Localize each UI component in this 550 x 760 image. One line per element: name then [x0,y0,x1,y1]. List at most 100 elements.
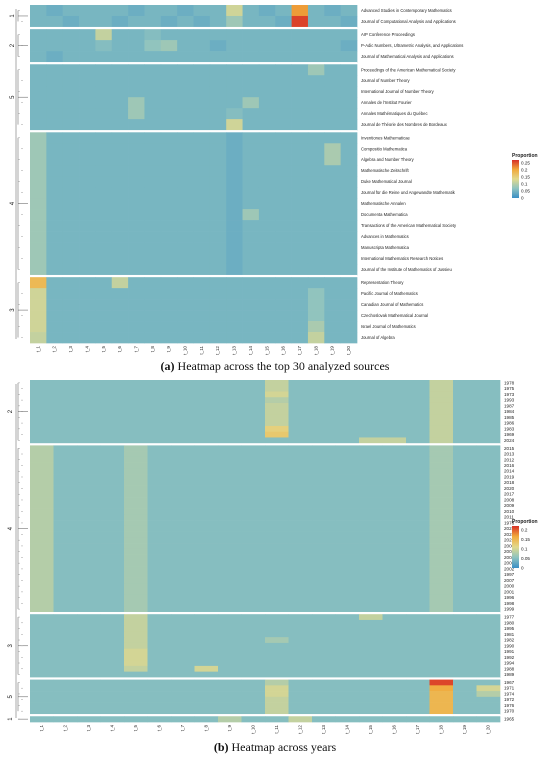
a-cell [209,310,227,322]
b-cell [194,589,219,596]
b-cell [218,525,242,532]
b-cell [147,679,172,686]
b-cell [30,571,54,578]
b-cell [171,508,195,515]
b-cell [171,514,195,521]
b-cell [53,525,78,532]
a-cell [209,198,227,210]
b-cell [288,408,313,415]
a-cell [128,108,145,120]
b-cell [476,619,501,627]
b-cell [218,679,242,686]
b-cell [265,548,289,555]
b-cell [100,402,125,410]
a-cell [307,5,325,17]
b-cell [100,708,125,715]
a-cell [144,231,162,243]
b-cell [382,397,407,404]
a-cell [226,15,243,28]
b-cell [476,679,501,686]
b-cell [100,606,125,613]
b-cell [265,437,289,444]
b-cell [382,408,407,415]
b-cell [265,408,289,415]
a-cell [324,277,341,289]
b-cell [241,625,266,632]
a-cell [177,263,194,276]
b-cell [288,685,313,692]
b-cell [406,571,430,578]
b-cell [453,479,477,486]
b-cell [147,589,172,596]
b-cell [124,702,148,709]
b-cell [265,474,289,481]
a-cell [95,165,113,177]
a-cell [242,40,260,52]
a-cell [144,29,162,41]
b-cell [429,468,454,475]
b-cell [124,456,148,463]
b-cell [288,631,313,638]
b-cell [382,708,407,715]
b-cell [77,397,101,404]
a-cell [258,253,276,265]
a-cell [209,288,227,300]
b-cell [171,600,195,607]
b-cell [453,425,477,433]
a-cell [242,51,260,63]
b-cell [312,685,336,692]
a-cell [30,5,47,17]
b-cell [218,614,242,621]
b-cell [171,543,195,550]
a-cell [46,277,64,289]
b-cell [194,685,219,692]
b-cell [124,708,148,715]
b-cell [241,451,266,458]
a-column-label: t_3 [68,346,73,353]
b-cell [335,665,360,672]
b-column-label: t_16 [391,725,396,734]
a-row-label: International Mathematics Research Notic… [361,256,443,261]
a-cell [307,310,325,322]
b-cell [359,391,383,398]
b-cell [77,594,101,601]
a-cell [128,321,145,333]
b-cell [335,583,360,590]
b-cell [30,716,54,723]
a-cell [46,187,64,199]
a-legend-tick: 0.1 [521,182,528,187]
heatmap-sources: Advanced Studies in Contemporary Mathema… [10,5,538,355]
b-cell [100,560,125,567]
b-cell [359,543,383,550]
b-cell [476,485,501,492]
b-cell [359,619,383,627]
b-cell [359,685,383,692]
b-cell [194,468,219,475]
b-cell [453,468,477,475]
b-cell [359,485,383,492]
b-cell [476,716,501,723]
b-cell [312,637,336,644]
b-cell [171,380,195,387]
b-row-label: 1993 [504,398,515,403]
b-cell [453,554,477,561]
b-cell [241,671,266,678]
b-cell [241,619,266,627]
b-cell [312,437,336,444]
a-cell [160,253,178,265]
b-column-label: t_4 [109,725,114,732]
a-row-label: Inventiones Mathematicae [361,135,411,140]
a-cell [128,299,145,311]
b-cell [335,571,360,578]
b-cell [453,631,477,638]
b-cell [406,577,430,584]
b-cell [265,708,289,715]
a-cell [193,187,211,199]
b-cell [406,391,430,398]
a-cell [160,75,178,87]
b-row-label: 1995 [504,626,515,631]
b-cell [30,642,54,650]
b-cell [194,708,219,715]
b-cell [124,502,148,509]
b-cell [124,462,148,469]
